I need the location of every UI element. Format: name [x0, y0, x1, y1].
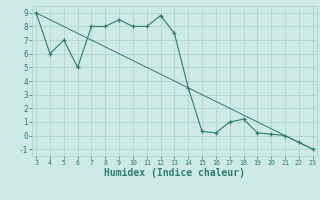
- X-axis label: Humidex (Indice chaleur): Humidex (Indice chaleur): [104, 168, 245, 178]
